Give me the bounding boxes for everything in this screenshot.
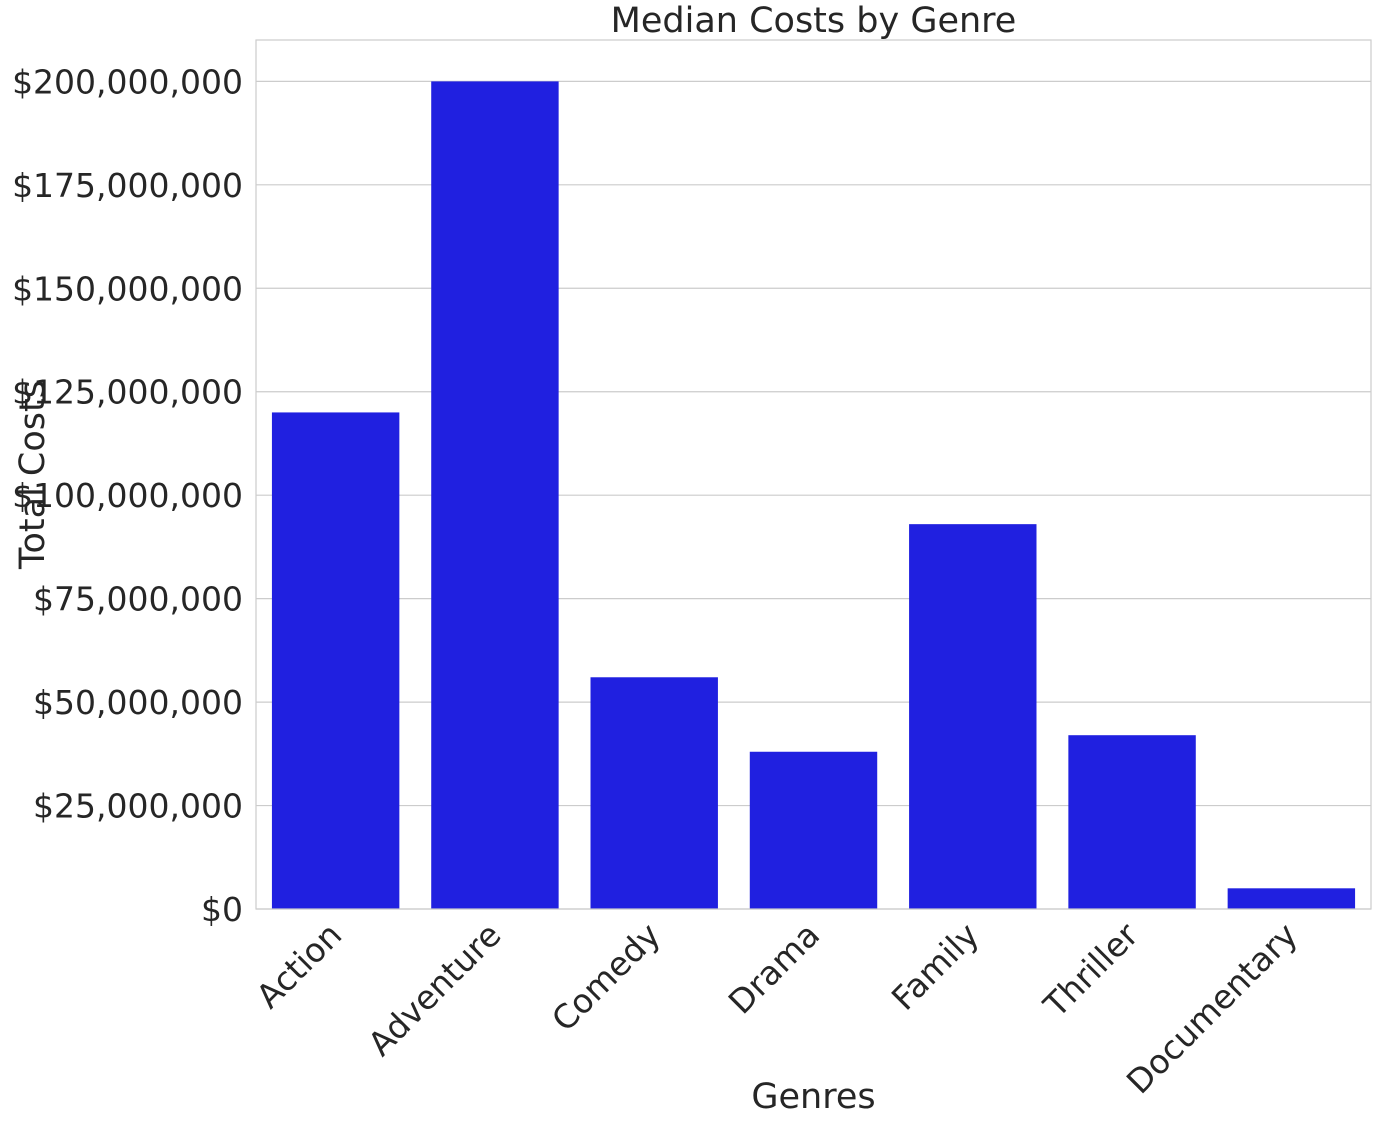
x-tick-label: Action xyxy=(249,915,350,1016)
y-tick-label: $50,000,000 xyxy=(33,683,243,722)
y-tick-labels: $0 $25,000,000 $50,000,000 $75,000,000 $100,… xyxy=(12,62,243,929)
y-axis-label: Total Costs xyxy=(13,380,53,570)
x-axis-label: Genres xyxy=(751,1077,875,1117)
bar-comedy xyxy=(590,677,718,909)
y-tick-label: $75,000,000 xyxy=(33,580,243,619)
y-tick-label: $200,000,000 xyxy=(12,62,243,101)
bar-adventure xyxy=(431,81,559,909)
chart-title: Median Costs by Genre xyxy=(611,1,1017,41)
x-tick-label: Thriller xyxy=(1035,915,1146,1026)
x-tick-label: Comedy xyxy=(544,915,668,1039)
bar-documentary xyxy=(1227,888,1356,909)
y-tick-label: $175,000,000 xyxy=(12,166,243,205)
x-tick-labels: Action Adventure Comedy Drama Family Thriller… xyxy=(249,915,1305,1101)
bar-family xyxy=(909,524,1037,909)
bars xyxy=(271,81,1356,909)
x-tick-label: Adventure xyxy=(360,915,508,1063)
y-tick-label: $150,000,000 xyxy=(12,269,243,308)
y-tick-label: $0 xyxy=(201,890,243,929)
plot-frame xyxy=(255,39,1372,910)
y-tick-label: $25,000,000 xyxy=(33,787,243,826)
x-tick-label: Documentary xyxy=(1119,915,1305,1101)
bar-drama xyxy=(749,751,878,909)
bar-thriller xyxy=(1068,735,1196,909)
y-tick-label: $125,000,000 xyxy=(12,373,243,412)
x-tick-label: Drama xyxy=(721,915,827,1021)
x-tick-label: Family xyxy=(884,915,987,1018)
bar-action xyxy=(271,412,400,909)
y-tick-label: $100,000,000 xyxy=(12,476,243,515)
